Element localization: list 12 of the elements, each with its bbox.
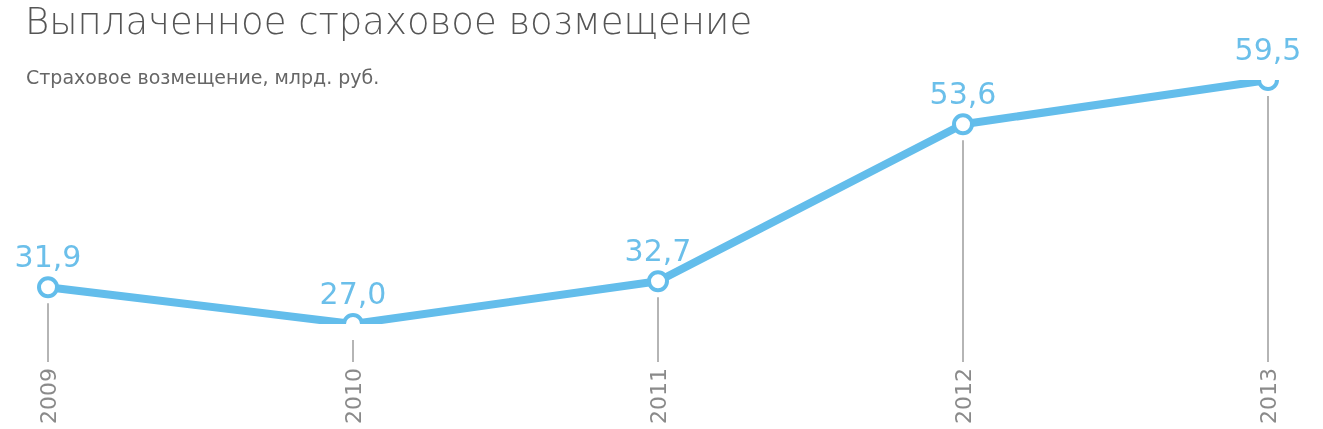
x-tick-label: 2009 — [35, 368, 61, 424]
data-label: 32,7 — [624, 233, 692, 269]
chart-title: Выплаченное страховое возмещение — [25, 0, 753, 43]
x-tick-label: 2013 — [1255, 368, 1281, 424]
x-tick-label: 2011 — [645, 368, 671, 424]
data-label: 53,6 — [929, 76, 997, 112]
data-label: 59,5 — [1234, 32, 1302, 67]
data-label: 27,0 — [319, 276, 387, 311]
x-tick-label: 2010 — [340, 368, 366, 424]
data-label: 31,9 — [14, 239, 82, 275]
x-tick-label: 2012 — [950, 368, 976, 424]
chart-subtitle: Страховое возмещение, млрд. руб. — [26, 66, 380, 88]
